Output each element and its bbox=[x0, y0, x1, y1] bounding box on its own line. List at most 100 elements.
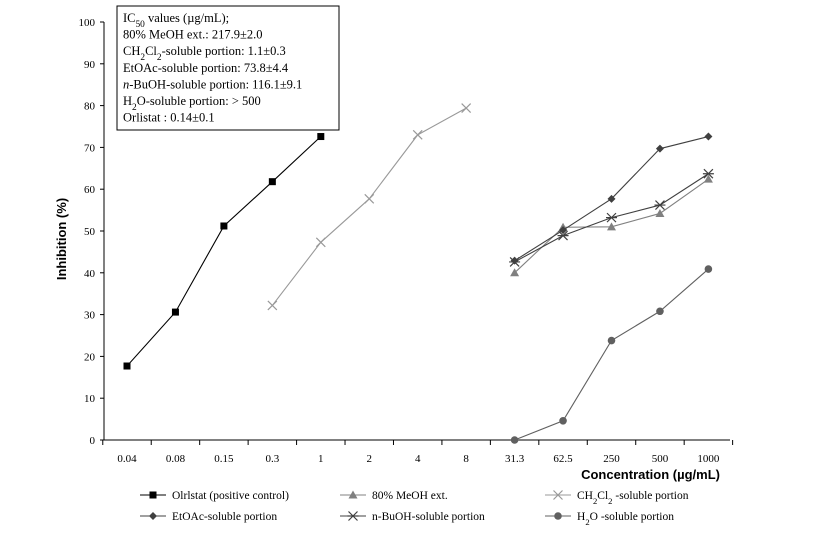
legend-item-5: n-BuOH-soluble portion bbox=[340, 511, 485, 523]
point-marker bbox=[509, 257, 521, 267]
data-point bbox=[348, 490, 358, 499]
series-3 bbox=[267, 103, 472, 311]
legend-item-4: EtOAc-soluble portion bbox=[140, 511, 277, 523]
legend-item-6: H2O -soluble portion bbox=[545, 511, 674, 527]
y-tick-label: 80 bbox=[84, 101, 96, 113]
point-marker bbox=[510, 256, 519, 265]
y-tick-label: 20 bbox=[84, 351, 96, 363]
legend-label: n-BuOH-soluble portion bbox=[372, 511, 485, 523]
y-tick-label: 100 bbox=[79, 17, 96, 29]
data-point bbox=[559, 226, 568, 235]
annotation-line: Orlistat : 0.14±0.1 bbox=[123, 111, 215, 125]
x-tick-label: 1 bbox=[318, 453, 324, 465]
data-point bbox=[149, 512, 157, 520]
data-point bbox=[607, 194, 616, 203]
point-marker bbox=[655, 208, 665, 217]
legend-label: CH2Cl2 -soluble portion bbox=[577, 490, 689, 506]
data-point bbox=[412, 129, 423, 140]
legend-label: Olrlstat (positive control) bbox=[172, 490, 289, 502]
point-marker bbox=[704, 265, 713, 273]
data-point bbox=[655, 144, 664, 153]
data-point bbox=[510, 436, 519, 444]
data-point bbox=[554, 512, 562, 520]
point-marker bbox=[461, 103, 472, 114]
point-marker bbox=[607, 336, 616, 345]
point-marker bbox=[347, 511, 359, 521]
data-point bbox=[171, 308, 179, 316]
annotation-box-border bbox=[116, 5, 340, 131]
x-axis-title: Concentration (µg/mL) bbox=[581, 467, 720, 482]
x-tick-label: 0.3 bbox=[265, 453, 279, 465]
point-marker bbox=[268, 178, 276, 186]
axes: 0 10 20 30 40 50 60 70 80 90 100 0.04 0.08 0.15 0.3 1 2 4… bbox=[54, 17, 734, 482]
data-point bbox=[510, 268, 520, 277]
data-point bbox=[654, 200, 666, 211]
x-tick-label: 0.04 bbox=[117, 453, 137, 465]
data-point bbox=[702, 168, 714, 179]
series-line bbox=[514, 268, 709, 441]
data-point bbox=[606, 212, 617, 223]
x-tick-label: 1000 bbox=[697, 453, 720, 465]
y-tick-label: 40 bbox=[84, 268, 96, 280]
data-point bbox=[553, 490, 563, 500]
legend-item-3: CH2Cl2 -soluble portion bbox=[545, 490, 689, 506]
data-point bbox=[149, 491, 157, 499]
point-marker bbox=[510, 268, 520, 277]
point-marker bbox=[149, 512, 157, 520]
x-tick-label: 4 bbox=[415, 453, 421, 465]
y-tick-label: 90 bbox=[84, 59, 96, 71]
point-marker bbox=[364, 193, 375, 204]
point-marker bbox=[510, 436, 519, 444]
legend: Olrlstat (positive control) 80% MeOH ext.… bbox=[140, 490, 689, 527]
data-point bbox=[509, 257, 521, 267]
legend-item-1: Olrlstat (positive control) bbox=[140, 490, 289, 502]
data-point bbox=[364, 193, 375, 204]
y-tick-label: 30 bbox=[84, 310, 96, 322]
legend-label: 80% MeOH ext. bbox=[372, 490, 448, 502]
point-marker bbox=[655, 144, 664, 153]
data-point bbox=[703, 174, 713, 183]
point-marker bbox=[267, 300, 278, 311]
series-line bbox=[126, 136, 322, 367]
data-point bbox=[315, 237, 326, 248]
y-tick-label: 50 bbox=[84, 226, 96, 238]
series-4 bbox=[510, 132, 713, 265]
data-point bbox=[317, 133, 325, 141]
point-marker bbox=[559, 226, 568, 235]
data-point bbox=[268, 178, 276, 186]
point-marker bbox=[317, 133, 325, 141]
point-marker bbox=[123, 362, 131, 370]
point-marker bbox=[606, 212, 617, 223]
point-marker bbox=[554, 512, 562, 520]
ic50-annotation-box: IC50 values (µg/mL);80% MeOH ext.: 217.9… bbox=[116, 5, 340, 131]
point-marker bbox=[557, 230, 569, 241]
data-point bbox=[267, 300, 278, 311]
data-point bbox=[704, 132, 713, 141]
y-axis-title: Inhibition (%) bbox=[54, 198, 69, 280]
data-point bbox=[607, 222, 616, 231]
point-marker bbox=[607, 222, 616, 231]
annotation-line: EtOAc-soluble portion: 73.8±4.4 bbox=[123, 61, 289, 75]
data-point bbox=[656, 307, 664, 316]
x-tick-label: 250 bbox=[603, 453, 620, 465]
x-tick-label: 2 bbox=[367, 453, 373, 465]
annotation-line: IC50 values (µg/mL); bbox=[123, 11, 229, 30]
annotation-line: CH2Cl2-soluble portion: 1.1±0.3 bbox=[123, 44, 286, 63]
annotation-line: n-BuOH-soluble portion: 116.1±9.1 bbox=[123, 77, 302, 91]
y-tick-label: 60 bbox=[84, 184, 96, 196]
series-group bbox=[123, 103, 714, 444]
data-point bbox=[347, 511, 359, 521]
y-tick-label: 70 bbox=[84, 142, 96, 154]
point-marker bbox=[702, 168, 714, 179]
point-marker bbox=[553, 490, 563, 500]
point-marker bbox=[348, 490, 358, 499]
point-marker bbox=[220, 222, 228, 230]
data-point bbox=[220, 222, 228, 230]
data-point bbox=[461, 103, 472, 114]
data-point bbox=[607, 336, 616, 345]
legend-item-2: 80% MeOH ext. bbox=[340, 490, 448, 502]
x-tick-label: 62.5 bbox=[553, 453, 573, 465]
x-tick-label: 0.15 bbox=[214, 453, 234, 465]
point-marker bbox=[607, 194, 616, 203]
